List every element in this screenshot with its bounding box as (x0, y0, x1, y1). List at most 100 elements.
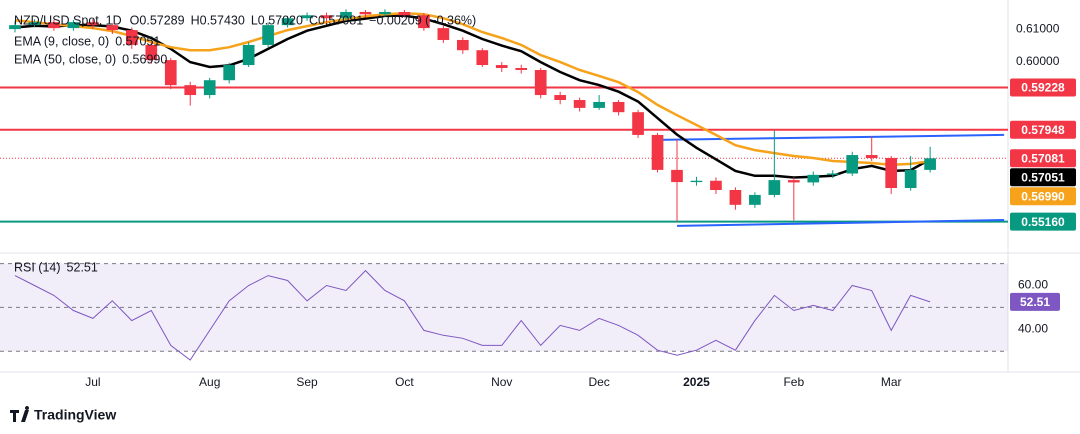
candle-body (320, 15, 333, 19)
x-tick-label: Dec (588, 375, 609, 389)
rsi-label: 52.51 (1020, 295, 1050, 309)
candle-body (359, 11, 372, 15)
price-label-box (1010, 120, 1076, 139)
logo-icon (10, 406, 30, 422)
price-label: 0.57948 (1021, 123, 1065, 137)
footer-logo: TradingView (10, 406, 116, 423)
x-tick-label: Mar (881, 375, 902, 389)
channel-line (676, 218, 1005, 227)
candle-body (418, 15, 430, 29)
candle-body (826, 173, 839, 175)
candle-body (924, 158, 936, 170)
ema-line (14, 12, 931, 167)
y-tick-label: 60.00 (1018, 278, 1048, 292)
candle-body (437, 28, 450, 40)
x-tick-label: Sep (296, 375, 318, 389)
rsi-plot (14, 269, 931, 361)
x-tick-label: Feb (783, 375, 804, 389)
price-label-box (1010, 78, 1076, 97)
candle-body (768, 180, 781, 195)
x-tick-label: Nov (491, 375, 512, 389)
candle-body (125, 30, 138, 45)
y-tick-label: 0.60000 (1016, 54, 1060, 68)
candle-body (612, 101, 625, 113)
candle-body (145, 44, 158, 61)
candle-body (807, 174, 820, 183)
x-tick-label: Oct (395, 375, 414, 389)
price-label-box (1010, 149, 1076, 168)
candle-body (749, 194, 761, 205)
candle-body (106, 25, 119, 31)
ohlc-label: L0.57020 (251, 13, 303, 27)
candle-body (48, 22, 60, 29)
rsi-background (0, 263, 1008, 352)
price-label-box (1010, 212, 1076, 231)
candle-body (203, 80, 216, 96)
legend-value: 0.57051 (115, 34, 160, 48)
candle-body (184, 85, 197, 96)
ohlc-label: −0.00209 (−0.36%) (369, 13, 476, 27)
candle-body (534, 69, 547, 96)
price-label: 0.59228 (1021, 81, 1065, 95)
rsi-legend-value: 52.51 (67, 260, 98, 274)
candle-body (573, 99, 586, 108)
candle-body (340, 11, 352, 19)
candle-body (281, 18, 294, 26)
candle-body (671, 169, 683, 183)
price-label: 0.57081 (1021, 151, 1065, 165)
legend-name: EMA (50, close, 0) (14, 52, 116, 66)
x-tick-label: 2025 (683, 375, 710, 389)
candle-body (710, 180, 722, 190)
price-label-box (1010, 168, 1076, 187)
candle-body (515, 68, 528, 70)
candle-body (379, 11, 391, 15)
candle-body (67, 22, 80, 29)
legend-name: EMA (9, close, 0) (14, 34, 109, 48)
ohlc-label: C0.57081 (309, 13, 363, 27)
candle-body (495, 65, 508, 69)
candle-body (262, 25, 274, 45)
chart-title: NZD/USD Spot, 1D (14, 13, 122, 27)
candle-body (865, 155, 878, 159)
price-label: 0.56990 (1021, 189, 1065, 203)
legend-value: 0.56990 (122, 52, 167, 66)
candle-body (651, 134, 664, 170)
channel-line (657, 133, 1005, 141)
ohlc-label: O0.57289 (130, 13, 185, 27)
candle-body (787, 180, 800, 183)
candle-body (554, 95, 567, 100)
legend: NZD/USD Spot, 1D O0.57289 H0.57430 L0.57020… (14, 13, 476, 274)
ohlc-label: H0.57430 (191, 13, 245, 27)
candle-body (904, 169, 917, 189)
y-tick-label: 40.00 (1018, 322, 1048, 336)
candle-body (593, 101, 605, 108)
candle-body (690, 180, 703, 183)
x-tick-label: Jul (85, 375, 100, 389)
candle-body (476, 50, 489, 66)
price-label-box (1010, 187, 1076, 206)
price-plot (0, 9, 1008, 227)
candle-body (456, 39, 469, 51)
x-tick-label: Aug (199, 375, 220, 389)
candle-body (9, 25, 21, 30)
footer-text: TradingView (34, 407, 116, 423)
candle-body (398, 11, 411, 16)
candle-body (223, 65, 236, 81)
price-label: 0.57051 (1021, 170, 1065, 184)
candle-body (632, 112, 644, 135)
candle-body (846, 155, 859, 174)
candle-body (729, 189, 742, 205)
candle-body (242, 44, 255, 66)
price-label: 0.55160 (1021, 215, 1065, 229)
y-tick-label: 0.61000 (1016, 21, 1060, 35)
candle-body (885, 158, 898, 189)
rsi-label-box (1010, 292, 1060, 311)
axes: 0.60000 0.61000 Jul Aug Sep Oct Nov Dec 2025 Feb M… (85, 21, 1076, 389)
candle-body (164, 60, 177, 86)
candle-body (301, 15, 313, 19)
candle-body (28, 22, 41, 26)
rsi-title: RSI (14) (14, 260, 61, 274)
candle-body (87, 22, 99, 26)
